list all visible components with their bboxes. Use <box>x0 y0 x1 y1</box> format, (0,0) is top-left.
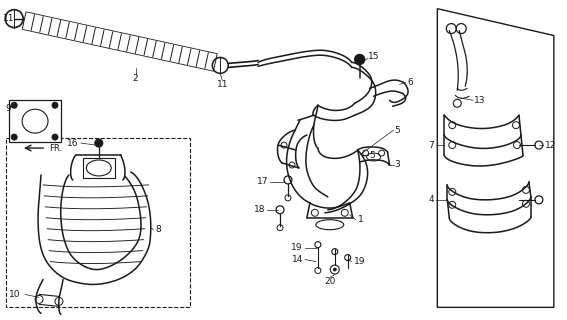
Text: 19: 19 <box>291 243 303 252</box>
Text: 10: 10 <box>9 290 21 299</box>
Text: 2: 2 <box>133 74 138 83</box>
Text: 3: 3 <box>395 160 400 170</box>
Text: 8: 8 <box>155 225 161 234</box>
Circle shape <box>355 54 365 64</box>
Text: 1: 1 <box>358 215 363 224</box>
Polygon shape <box>437 9 554 307</box>
Bar <box>9 100 61 142</box>
Text: 13: 13 <box>474 96 486 105</box>
Circle shape <box>11 102 17 108</box>
Circle shape <box>11 134 17 140</box>
Text: 7: 7 <box>429 140 434 149</box>
Text: FR.: FR. <box>49 144 62 153</box>
Text: 14: 14 <box>291 255 303 264</box>
Text: 12: 12 <box>545 140 556 149</box>
Circle shape <box>52 102 58 108</box>
Text: 5: 5 <box>370 150 375 160</box>
Circle shape <box>52 134 58 140</box>
Text: 20: 20 <box>324 277 336 286</box>
Text: 9: 9 <box>5 104 11 113</box>
Text: 11: 11 <box>3 14 15 23</box>
Circle shape <box>333 268 336 271</box>
Text: 15: 15 <box>367 52 379 61</box>
Text: 5: 5 <box>395 126 400 135</box>
Circle shape <box>95 139 103 147</box>
Text: 4: 4 <box>429 195 434 204</box>
Text: 18: 18 <box>253 205 265 214</box>
Bar <box>6 138 191 307</box>
Bar <box>83 158 115 178</box>
Text: 19: 19 <box>354 257 365 266</box>
Text: 17: 17 <box>256 177 268 187</box>
Text: 11: 11 <box>217 80 228 89</box>
Text: 16: 16 <box>67 139 79 148</box>
Text: 6: 6 <box>408 78 413 87</box>
